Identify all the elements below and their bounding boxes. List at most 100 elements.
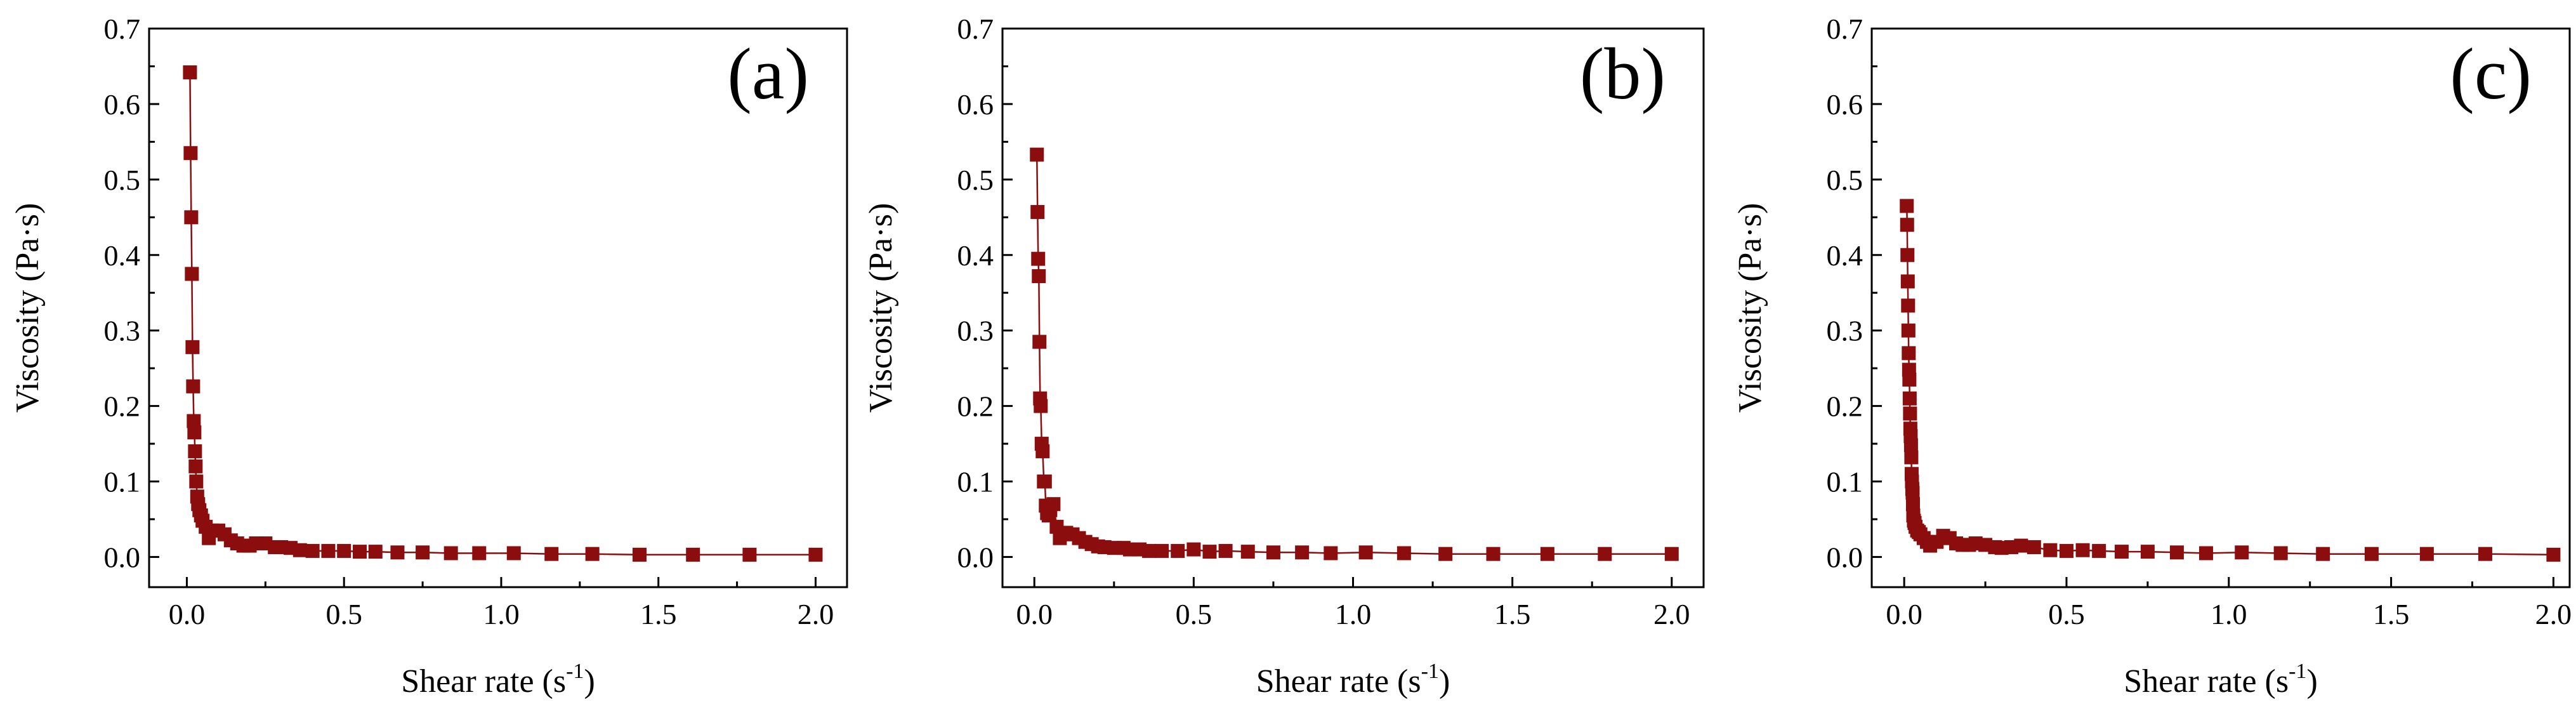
x-axis-title: Shear rate (s-1) — [1256, 660, 1450, 700]
y-tick-label: 0.7 — [957, 13, 994, 45]
data-point — [1905, 497, 1920, 512]
data-point — [2235, 545, 2249, 560]
x-tick-label: 0.0 — [1016, 598, 1053, 630]
data-point — [1035, 444, 1050, 458]
x-axis-title-text: Shear rate (s — [1256, 663, 1421, 700]
y-tick-label: 0.5 — [104, 164, 141, 196]
data-point — [1900, 218, 1914, 232]
data-point — [1030, 204, 1045, 219]
data-point — [184, 210, 199, 225]
data-point — [390, 545, 405, 560]
data-point — [368, 545, 383, 559]
y-axis-title: Viscosity (Pa·s) — [863, 203, 899, 413]
x-tick-label: 0.5 — [1176, 598, 1212, 630]
data-point — [188, 444, 202, 458]
y-tick-label: 0.5 — [1827, 164, 1863, 196]
data-point — [2273, 546, 2288, 560]
x-tick-label: 1.0 — [2211, 598, 2247, 630]
data-point — [1046, 497, 1061, 512]
data-point — [183, 65, 197, 79]
y-tick-label: 0.6 — [1827, 88, 1863, 121]
y-tick-label: 0.4 — [957, 239, 994, 272]
chart-panel-1: 0.0 0.1 0.2 0.3 0.4 0.5 0.6 0.7 0.0 0.5 1.0 1.5 2.0 S… — [10, 13, 848, 700]
data-point — [2027, 540, 2041, 554]
plot-frame — [148, 27, 848, 588]
data-point — [1218, 543, 1233, 558]
data-point — [321, 543, 336, 558]
data-point — [808, 547, 823, 562]
x-tick-label: 0.0 — [169, 598, 206, 630]
y-tick-label: 0.6 — [104, 88, 141, 121]
y-axis-title: Viscosity (Pa·s) — [10, 203, 46, 413]
data-point — [2014, 538, 2028, 553]
chart-panel-2: 0.0 0.1 0.2 0.3 0.4 0.5 0.6 0.7 0.0 0.5 1.0 1.5 2.0 S… — [863, 13, 1705, 700]
y-tick-label: 0.3 — [104, 315, 141, 347]
data-point — [742, 547, 757, 562]
y-tick-label: 0.4 — [104, 239, 141, 272]
x-tick-label: 0.5 — [325, 598, 362, 630]
data-point — [183, 146, 198, 161]
data-point — [1902, 346, 1916, 361]
data-point — [2478, 547, 2492, 561]
data-point — [632, 547, 647, 562]
data-point — [2546, 547, 2561, 562]
x-axis-title-suffix: ) — [1439, 663, 1450, 700]
data-point — [1904, 450, 1919, 465]
data-point — [187, 425, 202, 440]
x-tick-label: 1.5 — [1494, 598, 1531, 630]
y-tick-label: 0.2 — [957, 390, 994, 423]
x-axis-title-superscript: -1 — [1421, 660, 1439, 683]
data-point — [1540, 547, 1554, 561]
data-point — [1034, 399, 1048, 413]
x-tick-label: 0.0 — [1886, 598, 1922, 630]
x-axis-title: Shear rate (s-1) — [401, 660, 595, 700]
y-tick-label: 0.3 — [1827, 315, 1863, 347]
data-point — [1030, 147, 1044, 162]
x-tick-label: 1.5 — [640, 598, 677, 630]
x-axis-title-suffix: ) — [584, 663, 595, 700]
data-point — [585, 547, 600, 561]
y-tick-label: 0.0 — [957, 541, 994, 573]
x-tick-label: 0.5 — [2048, 598, 2085, 630]
data-point — [1266, 545, 1280, 560]
data-point — [444, 546, 458, 560]
series-line-1 — [1906, 206, 2554, 556]
data-point — [185, 340, 200, 354]
y-tick-label: 0.3 — [957, 315, 994, 347]
data-point — [337, 543, 352, 558]
data-point — [1900, 274, 1915, 289]
data-point — [1901, 298, 1916, 313]
y-axis-title: Viscosity (Pa·s) — [1732, 203, 1768, 413]
x-tick-label: 2.0 — [1653, 598, 1690, 630]
data-point — [1171, 543, 1185, 558]
data-point — [1901, 323, 1916, 338]
x-axis-title: Shear rate (s-1) — [2124, 660, 2318, 700]
x-axis-title-text: Shear rate (s — [2124, 663, 2289, 700]
y-tick-label: 0.1 — [1827, 466, 1863, 498]
data-point — [1031, 251, 1046, 266]
data-point — [1358, 545, 1373, 560]
data-point — [1324, 546, 1338, 560]
data-point — [2075, 543, 2090, 557]
data-point — [1486, 547, 1501, 561]
data-point — [416, 545, 430, 560]
x-tick-label: 1.5 — [2373, 598, 2410, 630]
data-point — [2140, 545, 2155, 559]
y-tick-label: 0.5 — [957, 164, 994, 196]
data-point — [352, 545, 367, 559]
data-point — [189, 474, 204, 489]
y-tick-label: 0.0 — [1827, 541, 1863, 573]
data-point — [305, 543, 320, 558]
y-tick-label: 0.2 — [1827, 390, 1863, 423]
series-line-1 — [189, 72, 816, 556]
data-point — [2419, 547, 2434, 561]
y-tick-label: 0.1 — [957, 466, 994, 498]
data-point — [1240, 545, 1255, 559]
data-point — [1903, 406, 1917, 421]
y-tick-label: 0.1 — [104, 466, 141, 498]
data-point — [187, 414, 201, 428]
data-point — [2316, 547, 2330, 561]
data-point — [2114, 545, 2129, 559]
chart-panel-3: 0.0 0.1 0.2 0.3 0.4 0.5 0.6 0.7 0.0 0.5 1.0 1.5 2.0 S… — [1732, 13, 2572, 700]
